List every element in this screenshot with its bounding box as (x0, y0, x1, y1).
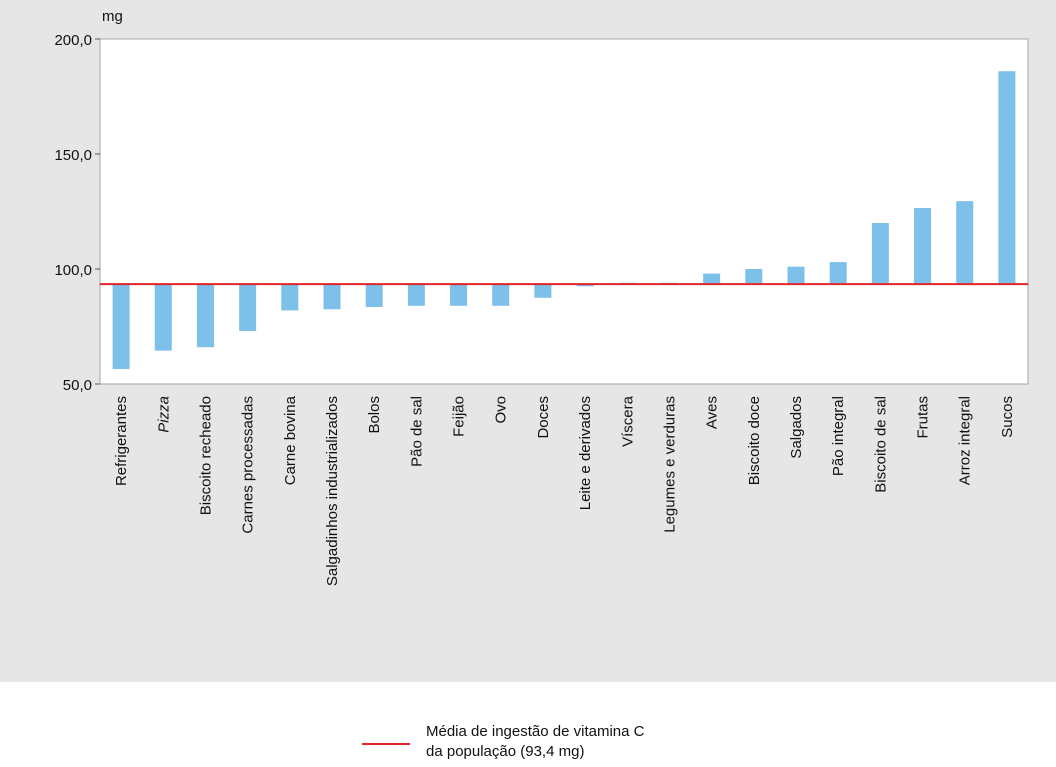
y-axis-unit-label: mg (102, 8, 123, 25)
legend: Média de ingestão de vitamina C da popul… (362, 722, 762, 766)
x-tick-label: Biscoito de sal (872, 396, 889, 493)
bar (745, 269, 763, 285)
bar (281, 284, 299, 311)
x-tick-label: Pão integral (830, 396, 847, 476)
legend-label: Média de ingestão de vitamina C da popul… (426, 722, 756, 762)
bar (829, 262, 847, 285)
x-tick-label: Doces (535, 396, 552, 439)
bar (576, 284, 594, 287)
bar (154, 284, 172, 351)
bar (787, 266, 805, 285)
bar (871, 223, 889, 285)
legend-label-line-1: Média de ingestão de vitamina C (426, 723, 645, 740)
x-tick-label: Víscera (619, 395, 636, 447)
x-tick-label: Salgados (788, 396, 805, 459)
legend-label-line-2: da população (93,4 mg) (426, 743, 585, 760)
bar (703, 273, 721, 285)
x-tick-label: Ovo (493, 396, 510, 424)
bar (239, 284, 257, 332)
bar (534, 284, 552, 298)
reference-line-swatch (362, 743, 410, 745)
y-tick-label: 100,0 (54, 262, 92, 279)
x-tick-label: Frutas (915, 396, 932, 439)
x-tick-label: Carnes processadas (240, 396, 257, 534)
bar (450, 284, 468, 306)
x-tick-label: Pão de sal (408, 396, 425, 467)
x-tick-label: Arroz integral (957, 396, 974, 485)
bar (196, 284, 214, 348)
x-tick-label: Bolos (366, 396, 383, 434)
y-tick-label: 200,0 (54, 32, 92, 49)
x-tick-label: Carne bovina (282, 395, 299, 485)
plot-area (99, 38, 1029, 385)
bar (914, 208, 932, 285)
x-tick-label: Salgadinhos industrializados (324, 396, 341, 586)
y-tick-label: 150,0 (54, 147, 92, 164)
x-tick-label: Aves (704, 396, 721, 429)
x-tick-label: Biscoito doce (746, 396, 763, 485)
x-tick-label: Leite e derivados (577, 396, 594, 510)
bar (365, 284, 383, 307)
bar (492, 284, 510, 306)
x-tick-label: Feijão (451, 396, 468, 437)
bar-chart: 50,0 100,0 150,0 200,0 Refrigerantes Pizza Bis… (54, 32, 1029, 586)
x-tick-label: Refrigerantes (113, 396, 130, 486)
bar (407, 284, 425, 306)
bar (112, 284, 130, 370)
x-tick-label: Legumes e verduras (661, 396, 678, 533)
bar (998, 71, 1016, 285)
bar (956, 201, 974, 285)
x-tick-label: Sucos (999, 396, 1016, 438)
x-tick-label: Pizza (155, 396, 172, 433)
y-tick-label: 50,0 (63, 377, 92, 394)
bar (323, 284, 341, 310)
x-tick-label: Biscoito recheado (197, 396, 214, 515)
